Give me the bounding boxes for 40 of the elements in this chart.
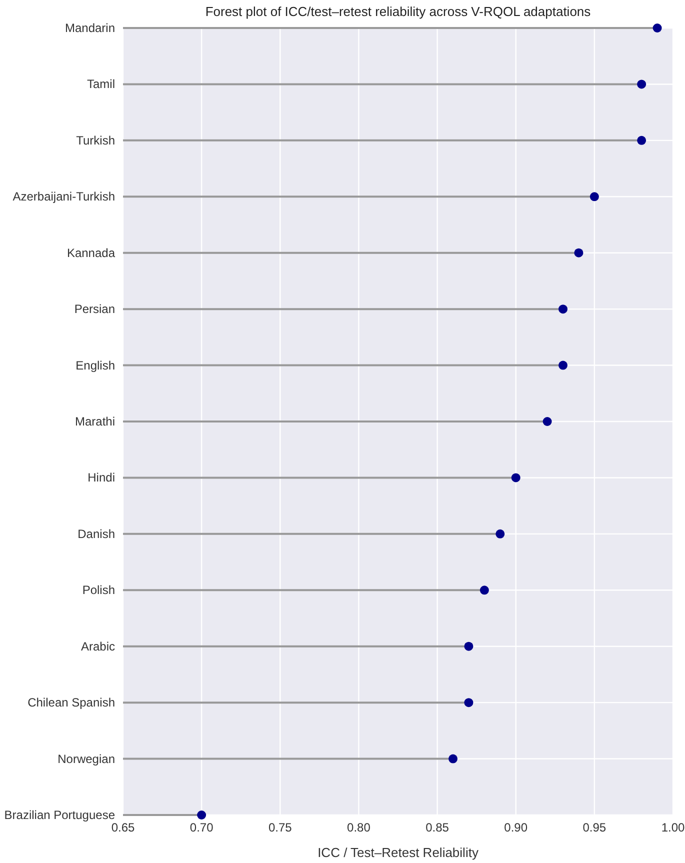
point xyxy=(197,810,206,820)
point xyxy=(558,304,568,314)
x-tick-label: 0.70 xyxy=(190,820,214,835)
point xyxy=(558,360,568,370)
y-tick-label: Chilean Spanish xyxy=(28,696,115,710)
y-tick-label: Arabic xyxy=(80,639,115,654)
y-tick-label: Kannada xyxy=(66,246,116,260)
y-tick-label: Mandarin xyxy=(64,21,115,35)
point xyxy=(637,136,646,145)
x-tick-label: 0.80 xyxy=(347,820,371,835)
x-tick-label: 0.85 xyxy=(426,820,450,835)
x-axis-title: ICC / Test–Retest Reliability xyxy=(318,845,479,860)
y-tick-label: Polish xyxy=(82,583,115,598)
y-tick-label: Danish xyxy=(78,526,115,541)
y-tick-label: Norwegian xyxy=(58,752,115,766)
y-tick-label: Azerbaijani-Turkish xyxy=(12,190,115,204)
point xyxy=(511,473,520,482)
x-tick-label: 0.75 xyxy=(268,820,292,835)
point xyxy=(496,529,505,538)
point xyxy=(637,80,646,89)
x-tick-label: 0.95 xyxy=(582,820,606,835)
point xyxy=(464,642,474,651)
x-tick-label: 1.00 xyxy=(661,820,685,835)
y-tick-label: Turkish xyxy=(76,133,115,148)
y-tick-label: Hindi xyxy=(88,470,115,485)
x-tick-label: 0.90 xyxy=(504,820,528,835)
point xyxy=(542,417,552,426)
point xyxy=(652,24,662,32)
point xyxy=(590,192,599,202)
point xyxy=(464,698,474,708)
x-tick-label: 0.65 xyxy=(111,820,135,835)
y-tick-label: Persian xyxy=(74,302,115,316)
y-tick-label: Tamil xyxy=(86,77,115,92)
chart-title: Forest plot of ICC/test–retest reliability across V-RQOL adaptations xyxy=(204,4,592,19)
point xyxy=(574,248,584,258)
point xyxy=(480,586,489,595)
y-tick-label: English xyxy=(76,358,115,372)
point xyxy=(448,754,458,764)
y-tick-label: Marathi xyxy=(74,414,115,428)
y-tick-label: Brazilian Portuguese xyxy=(4,808,116,822)
